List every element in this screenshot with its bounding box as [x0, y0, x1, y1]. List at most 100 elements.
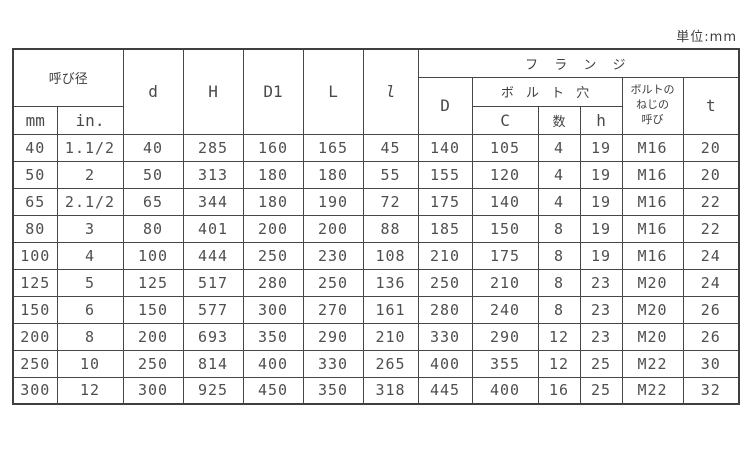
table-cell: 23 — [579, 295, 623, 324]
table-cell: 150 — [122, 295, 184, 324]
table-cell: 100 — [12, 241, 58, 270]
header-row-2: D ボ ル ト 穴 ボルトの ねじの 呼び t — [13, 76, 740, 135]
table-cell: 300 — [242, 295, 304, 324]
table-cell: 450 — [242, 376, 304, 405]
table-cell: 250 — [242, 241, 304, 270]
header-t: t — [682, 76, 740, 135]
table-cell: M16 — [621, 133, 684, 162]
table-cell: M22 — [621, 349, 684, 378]
table-cell: 120 — [471, 160, 539, 189]
table-cell: 165 — [302, 133, 364, 162]
table-cell: 200 — [122, 322, 184, 351]
table-row: 65 2.1/2 65 344 180 190 72 175 140 4 19 M16 22 — [12, 187, 740, 216]
table-cell: 285 — [182, 133, 244, 162]
table-cell: M16 — [621, 214, 684, 243]
table-cell: 80 — [122, 214, 184, 243]
table-cell: 10 — [56, 349, 124, 378]
table-cell: 16 — [537, 376, 581, 405]
table-cell: 88 — [362, 214, 419, 243]
table-cell: 150 — [471, 214, 539, 243]
table-row: 200 8 200 693 350 290 210 330 290 12 23 M20 26 — [12, 322, 740, 351]
table-row: 50 2 50 313 180 180 55 155 120 4 19 M16 20 — [12, 160, 740, 189]
dimension-spec-table: 呼び径 d H D1 L l フ ラ ン ジ D ボ ル ト 穴 ボルトの ねじ… — [12, 48, 741, 405]
table-cell: 19 — [579, 241, 623, 270]
table-cell: 4 — [537, 160, 581, 189]
table-cell: 19 — [579, 214, 623, 243]
table-row: 150 6 150 577 300 270 161 280 240 8 23 M20 26 — [12, 295, 740, 324]
table-cell: 19 — [579, 133, 623, 162]
table-cell: 12 — [56, 376, 124, 405]
table-cell: 250 — [302, 268, 364, 297]
table-cell: 24 — [682, 268, 740, 297]
table-cell: 22 — [682, 187, 740, 216]
table-cell: 4 — [537, 133, 581, 162]
table-cell: 19 — [579, 187, 623, 216]
table-cell: 160 — [242, 133, 304, 162]
table-cell: 23 — [579, 322, 623, 351]
table-cell: 80 — [12, 214, 58, 243]
table-cell: M16 — [621, 187, 684, 216]
table-cell: 8 — [537, 214, 581, 243]
header-bolt-holes: ボ ル ト 穴 — [471, 76, 623, 107]
table-cell: 50 — [122, 160, 184, 189]
table-cell: 72 — [362, 187, 419, 216]
header-D1: D1 — [242, 48, 304, 135]
table-cell: 180 — [242, 160, 304, 189]
table-cell: 2 — [56, 160, 124, 189]
table-cell: 65 — [12, 187, 58, 216]
table-cell: 200 — [302, 214, 364, 243]
table-cell: 280 — [417, 295, 473, 324]
table-cell: M16 — [621, 160, 684, 189]
table-cell: 40 — [122, 133, 184, 162]
table-cell: 200 — [242, 214, 304, 243]
table-cell: 925 — [182, 376, 244, 405]
table-cell: 300 — [12, 376, 58, 405]
table-cell: 180 — [302, 160, 364, 189]
table-cell: 40 — [12, 133, 58, 162]
table-row: 125 5 125 517 280 250 136 250 210 8 23 M20 24 — [12, 268, 740, 297]
table-cell: 175 — [471, 241, 539, 270]
table-cell: 344 — [182, 187, 244, 216]
table-cell: 355 — [471, 349, 539, 378]
table-cell: 445 — [417, 376, 473, 405]
table-cell: 350 — [242, 322, 304, 351]
table-cell: 180 — [242, 187, 304, 216]
table-cell: 50 — [12, 160, 58, 189]
table-cell: 26 — [682, 295, 740, 324]
table-cell: 6 — [56, 295, 124, 324]
table-cell: 12 — [537, 349, 581, 378]
table-cell: 577 — [182, 295, 244, 324]
header-bolt-count: 数 — [537, 105, 581, 135]
table-cell: 5 — [56, 268, 124, 297]
header-H: H — [182, 48, 244, 135]
table-cell: 185 — [417, 214, 473, 243]
table-cell: 140 — [417, 133, 473, 162]
table-cell: 136 — [362, 268, 419, 297]
header-C: C — [471, 105, 539, 135]
header-row-1: 呼び径 d H D1 L l フ ラ ン ジ — [12, 48, 740, 135]
table-cell: 108 — [362, 241, 419, 270]
table-cell: 30 — [682, 349, 740, 378]
table-cell: 23 — [579, 268, 623, 297]
table-cell: 693 — [182, 322, 244, 351]
table-cell: 140 — [471, 187, 539, 216]
table-cell: 290 — [471, 322, 539, 351]
header-row-3: mm in. C 数 h — [12, 105, 739, 135]
table-cell: 330 — [417, 322, 473, 351]
table-cell: 20 — [682, 133, 740, 162]
table-cell: 150 — [12, 295, 58, 324]
table-cell: 300 — [122, 376, 184, 405]
table-cell: 22 — [682, 214, 740, 243]
table-cell: 517 — [182, 268, 244, 297]
table-cell: 190 — [302, 187, 364, 216]
table-cell: 32 — [682, 376, 740, 405]
table-cell: M16 — [621, 241, 684, 270]
header-flange: フ ラ ン ジ — [417, 48, 740, 78]
table-cell: 65 — [122, 187, 184, 216]
table-cell: 401 — [182, 214, 244, 243]
table-cell: 8 — [537, 241, 581, 270]
unit-label: 単位:mm — [676, 30, 737, 45]
header-h: h — [579, 105, 623, 135]
table-cell: 210 — [362, 322, 419, 351]
table-cell: 8 — [537, 268, 581, 297]
